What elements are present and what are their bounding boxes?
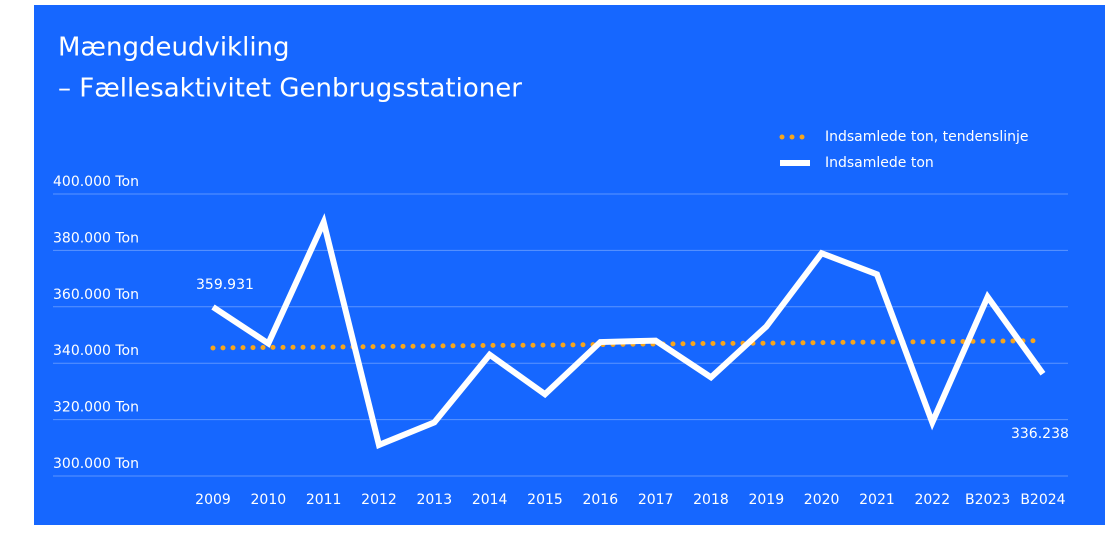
x-tick-label: 2016 [582,492,618,508]
legend-label: Indsamlede ton [825,155,934,171]
x-tick-label: B2023 [965,492,1010,508]
y-tick-label: 360.000 Ton [53,287,139,303]
series-line [211,213,1046,450]
y-tick-label: 380.000 Ton [53,230,139,246]
x-tick-label: 2014 [472,492,508,508]
x-tick-label: 2009 [195,492,231,508]
x-tick-label: 2013 [416,492,452,508]
x-tick-label: 2011 [306,492,342,508]
data-label: 359.931 [196,277,254,293]
x-tick-label: 2015 [527,492,563,508]
x-tick-label: 2021 [859,492,895,508]
x-tick-label: 2012 [361,492,397,508]
chart-background [34,5,1105,525]
x-tick-label: B2024 [1020,492,1065,508]
x-tick-label: 2017 [638,492,674,508]
chart-title: Mængdeudvikling [58,33,290,63]
x-tick-label: 2018 [693,492,729,508]
y-tick-label: 320.000 Ton [53,400,139,416]
legend-label: Indsamlede ton, tendenslinje [825,129,1028,145]
chart-subtitle: – Fællesaktivitet Genbrugsstationer [58,74,522,104]
y-tick-label: 300.000 Ton [53,456,139,472]
x-tick-label: 2022 [914,492,950,508]
y-tick-label: 340.000 Ton [53,343,139,359]
x-tick-label: 2019 [748,492,784,508]
y-tick-label: 400.000 Ton [53,174,139,190]
x-tick-label: 2010 [251,492,287,508]
x-tick-label: 2020 [804,492,840,508]
data-label: 336.238 [1011,426,1069,442]
